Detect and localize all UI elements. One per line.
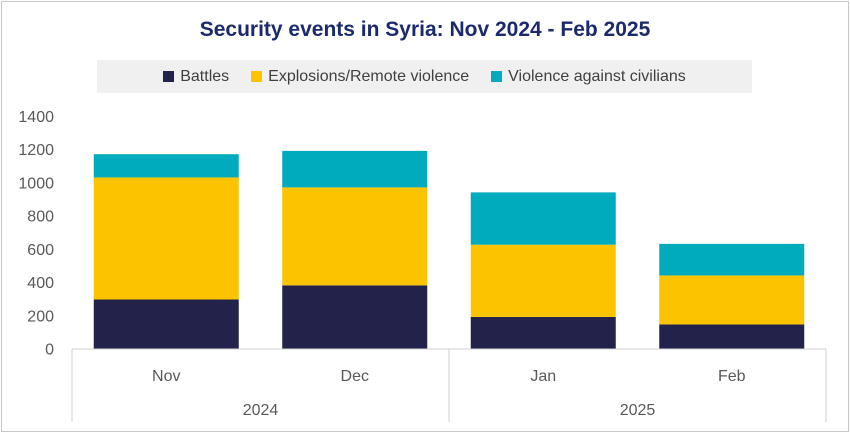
bar-segment-nov-0: [93, 299, 239, 349]
y-tick-label: 800: [27, 209, 54, 226]
legend: Battles Explosions/Remote violence Viole…: [97, 60, 752, 93]
y-tick-label: 1400: [18, 109, 54, 126]
x-tick-label: Nov: [152, 368, 180, 385]
bar-segment-feb-2: [659, 243, 805, 276]
chart-title: Security events in Syria: Nov 2024 - Feb…: [199, 18, 651, 41]
bar-segment-dec-2: [282, 150, 428, 188]
bar-segment-nov-1: [93, 177, 239, 300]
legend-label: Explosions/Remote violence: [268, 67, 470, 85]
bar-segment-jan-1: [470, 244, 616, 317]
x-group-label: 2025: [620, 402, 656, 419]
bar-segment-jan-0: [470, 316, 616, 349]
legend-label: Battles: [180, 67, 230, 85]
bar-segment-feb-0: [659, 324, 805, 349]
x-tick-label: Feb: [718, 368, 746, 385]
x-tick-label: Dec: [341, 368, 369, 385]
legend-item-civilians: Violence against civilians: [491, 68, 686, 86]
y-tick-label: 1200: [18, 142, 54, 159]
bar-segment-dec-1: [282, 187, 428, 286]
y-tick-label: 0: [45, 342, 54, 359]
bar-segment-nov-2: [93, 154, 239, 178]
y-tick-label: 1000: [18, 175, 54, 192]
legend-item-battles: Battles: [163, 68, 229, 86]
x-tick-label: Jan: [530, 368, 556, 385]
bar-segment-dec-0: [282, 285, 428, 349]
bar-segment-jan-2: [470, 192, 616, 245]
legend-swatch: [251, 71, 263, 82]
legend-label: Violence against civilians: [508, 67, 686, 85]
y-tick-label: 400: [27, 275, 54, 292]
legend-swatch: [491, 71, 503, 82]
y-tick-label: 200: [27, 308, 54, 325]
x-group-label: 2024: [243, 402, 279, 419]
legend-swatch: [163, 71, 175, 82]
bar-segment-feb-1: [659, 275, 805, 325]
y-tick-label: 600: [27, 242, 54, 259]
legend-item-explosions: Explosions/Remote violence: [251, 68, 469, 86]
